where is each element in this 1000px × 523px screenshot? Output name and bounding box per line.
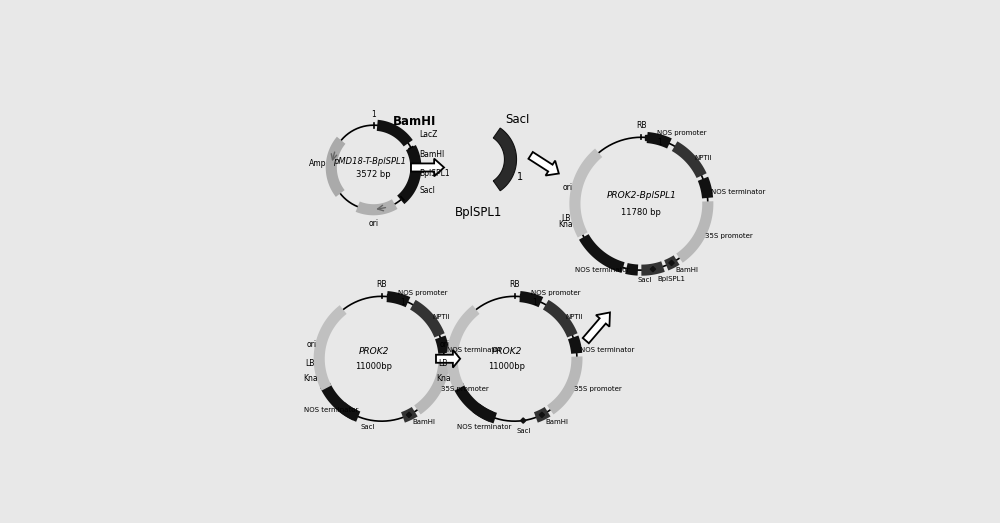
Text: Kna: Kna <box>436 373 451 383</box>
Polygon shape <box>436 350 460 368</box>
Text: 1: 1 <box>371 110 376 119</box>
Bar <box>440 342 445 347</box>
Text: NOS terminator: NOS terminator <box>304 407 358 413</box>
Text: PROK2: PROK2 <box>358 347 389 356</box>
Polygon shape <box>493 128 517 191</box>
Text: NOS terminator: NOS terminator <box>711 189 765 195</box>
Polygon shape <box>650 267 656 272</box>
Text: BplSPL1: BplSPL1 <box>419 169 450 178</box>
Polygon shape <box>528 152 559 176</box>
Text: 1: 1 <box>658 138 662 147</box>
Text: RB: RB <box>636 121 647 130</box>
Bar <box>645 135 650 140</box>
Bar <box>348 410 353 415</box>
Text: ori: ori <box>306 340 317 349</box>
Text: 1: 1 <box>517 172 524 181</box>
Text: BplSPL1: BplSPL1 <box>455 206 502 219</box>
Text: 35S promoter: 35S promoter <box>705 233 753 239</box>
Text: 35S promoter: 35S promoter <box>574 386 622 392</box>
Text: ori: ori <box>562 184 572 192</box>
Text: BamHI: BamHI <box>545 419 568 425</box>
Text: SacI: SacI <box>505 113 529 126</box>
Text: 11000bp: 11000bp <box>488 361 525 370</box>
Polygon shape <box>411 158 444 176</box>
Text: BamHI: BamHI <box>419 150 444 159</box>
Text: Kna: Kna <box>304 373 318 383</box>
Text: 3572 bp: 3572 bp <box>356 170 391 179</box>
Text: LB: LB <box>438 359 448 368</box>
Text: BamHI: BamHI <box>676 267 699 273</box>
Text: 1: 1 <box>400 298 405 307</box>
Text: BamHI: BamHI <box>393 116 436 128</box>
Bar <box>520 294 525 299</box>
Text: NOS terminator: NOS terminator <box>580 347 634 353</box>
Text: RB: RB <box>376 280 387 289</box>
Text: RB: RB <box>509 280 520 289</box>
Polygon shape <box>583 312 610 343</box>
Text: SacI: SacI <box>517 428 531 434</box>
Text: 1: 1 <box>533 298 537 307</box>
Text: SacI: SacI <box>419 186 435 195</box>
Polygon shape <box>539 412 544 417</box>
Text: BamHI: BamHI <box>412 419 435 425</box>
Text: Amp: Amp <box>309 159 326 168</box>
Bar <box>387 294 392 299</box>
Text: LB: LB <box>561 214 570 223</box>
Text: NOS terminator: NOS terminator <box>575 267 630 274</box>
Text: NPTII: NPTII <box>695 155 712 161</box>
Text: ori: ori <box>439 340 449 349</box>
Bar <box>598 254 603 259</box>
Text: BplSPL1: BplSPL1 <box>657 276 685 282</box>
Text: SacI: SacI <box>637 277 652 283</box>
Text: Kna: Kna <box>558 220 573 229</box>
Text: LB: LB <box>305 359 315 368</box>
Polygon shape <box>669 260 674 266</box>
Text: NOS terminator: NOS terminator <box>457 424 512 430</box>
Bar <box>573 342 578 347</box>
Bar <box>703 185 708 190</box>
Text: ori: ori <box>369 219 379 228</box>
Text: SacI: SacI <box>360 424 375 430</box>
Text: NOS promoter: NOS promoter <box>398 290 447 295</box>
Text: LacZ: LacZ <box>419 130 437 139</box>
Text: NPTII: NPTII <box>566 314 583 320</box>
Text: NPTII: NPTII <box>433 314 450 320</box>
Bar <box>326 389 331 394</box>
Text: 11000bp: 11000bp <box>355 361 392 370</box>
Text: 11780 bp: 11780 bp <box>621 208 661 217</box>
Text: PROK2-BplSPL1: PROK2-BplSPL1 <box>606 191 676 200</box>
Text: pMD18-T-BplSPL1: pMD18-T-BplSPL1 <box>333 157 406 166</box>
Polygon shape <box>406 412 412 417</box>
Text: 35S promoter: 35S promoter <box>441 386 489 392</box>
Polygon shape <box>630 267 635 272</box>
Bar <box>459 389 464 394</box>
Text: NOS promoter: NOS promoter <box>657 130 706 137</box>
Polygon shape <box>521 418 526 423</box>
Text: NOS terminator: NOS terminator <box>447 347 501 353</box>
Text: PROK2: PROK2 <box>491 347 522 356</box>
Text: NOS promoter: NOS promoter <box>531 290 580 295</box>
